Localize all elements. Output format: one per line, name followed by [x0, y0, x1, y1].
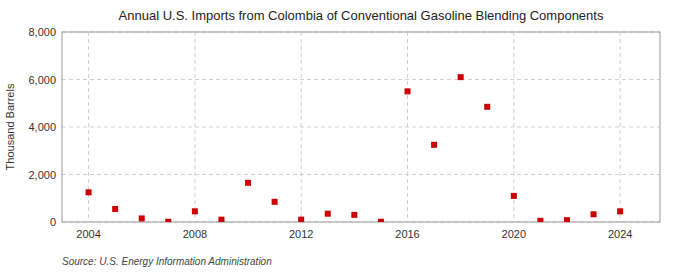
point [272, 199, 278, 205]
y-tick-label: 6,000 [28, 74, 56, 86]
point [511, 193, 517, 199]
point [112, 206, 118, 212]
source-note: Source: U.S. Energy Information Administ… [62, 256, 272, 267]
point [351, 212, 357, 218]
x-tick-label: 2004 [76, 228, 100, 240]
point [484, 104, 490, 110]
x-grid-line [194, 32, 195, 222]
point [591, 211, 597, 217]
y-tick-label: 0 [50, 216, 56, 228]
title: Annual U.S. Imports from Colombia of Con… [119, 8, 604, 23]
y-tick-label: 2,000 [28, 169, 56, 181]
grid [62, 32, 660, 222]
x-tick-label: 2020 [502, 228, 526, 240]
point [139, 215, 145, 221]
point [405, 88, 411, 94]
x-tick-label: 2008 [183, 228, 207, 240]
point [378, 219, 384, 222]
point [617, 208, 623, 214]
point [165, 219, 171, 222]
y-tick-label: 8,000 [28, 26, 56, 38]
x-grid-line [407, 32, 408, 222]
point [537, 218, 543, 222]
y-grid-line [62, 79, 660, 80]
point [325, 211, 331, 217]
point [458, 74, 464, 80]
point [298, 217, 304, 222]
points [86, 74, 624, 222]
point [86, 189, 92, 195]
point [218, 217, 224, 222]
point [192, 208, 198, 214]
x-tick-label: 2016 [395, 228, 419, 240]
plot-frame [62, 32, 660, 222]
chart: 0 2,000 4,000 6,000 8,000 2004 2008 2012 2016 202… [0, 0, 675, 275]
y-axis-label: Thousand Barrels [4, 83, 16, 170]
x-tick-label: 2012 [289, 228, 313, 240]
y-grid-line [62, 127, 660, 128]
x-grid-line [620, 32, 621, 222]
y-grid-line [62, 174, 660, 175]
x-tick-label: 2024 [608, 228, 632, 240]
x-grid-line [301, 32, 302, 222]
y-tick-label: 4,000 [28, 121, 56, 133]
point [564, 217, 570, 222]
point [431, 142, 437, 148]
point [245, 180, 251, 186]
